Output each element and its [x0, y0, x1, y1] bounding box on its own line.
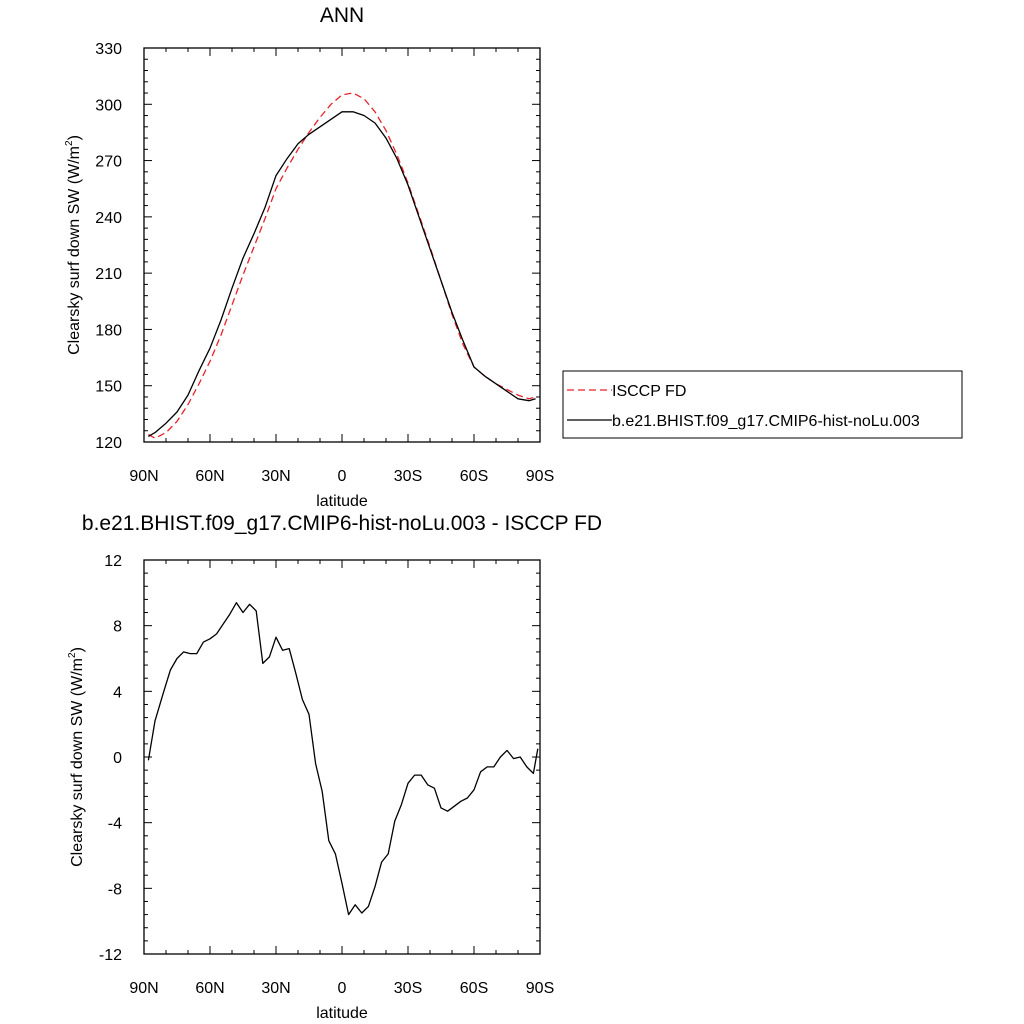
top-series-line-isccp — [148, 92, 536, 439]
legend-label-model: b.e21.BHIST.f09_g17.CMIP6-hist-noLu.003 — [612, 413, 920, 430]
bottom-y-tick-label: 4 — [113, 684, 122, 701]
top-y-tick-label: 180 — [95, 322, 122, 339]
top-y-tick-label: 240 — [95, 210, 122, 227]
bottom-x-tick-label: 30N — [261, 980, 290, 997]
bottom-x-tick-label: 30S — [394, 980, 422, 997]
top-chart-ticks: 90N 60N 30N 0 30S 60S 90S 120 150 180 210 240 270 300… — [95, 41, 554, 485]
top-y-tick-label: 210 — [95, 266, 122, 283]
top-x-tick-label: 30N — [261, 468, 290, 485]
bottom-series-line-difference — [147, 602, 539, 916]
bottom-y-tick-label: 12 — [104, 553, 122, 570]
top-y-tick-label: 150 — [95, 379, 122, 396]
top-x-tick-label: 90S — [526, 468, 554, 485]
top-y-tick-label: 120 — [95, 435, 122, 452]
bottom-chart-panel: b.e21.BHIST.f09_g17.CMIP6-hist-noLu.003 … — [67, 512, 602, 1022]
bottom-chart-x-label: latitude — [316, 1005, 368, 1022]
top-chart-panel: ANN 90N 60N 30N 0 30S 60S 90S 120 150 180 210 240 27… — [64, 4, 554, 510]
bottom-x-tick-label: 0 — [338, 980, 347, 997]
top-chart-y-label-sup: 2 — [64, 140, 75, 146]
bottom-y-tick-label: -4 — [108, 816, 122, 833]
top-x-tick-label: 30S — [394, 468, 422, 485]
top-y-tick-label: 300 — [95, 97, 122, 114]
top-chart-plot-frame — [143, 47, 541, 443]
legend-label-isccp: ISCCP FD — [612, 383, 686, 400]
bottom-chart-series — [147, 602, 539, 916]
bottom-x-tick-label: 60N — [195, 980, 224, 997]
top-x-tick-label: 90N — [129, 468, 158, 485]
bottom-y-tick-label: 8 — [113, 619, 122, 636]
top-x-tick-label: 60N — [195, 468, 224, 485]
bottom-chart-ticks: 90N 60N 30N 0 30S 60S 90S -12 -8 -4 0 4 8 12 — [99, 553, 554, 997]
top-chart-y-label: Clearsky surf down SW (W/m2) — [64, 135, 83, 355]
top-x-tick-label: 0 — [338, 468, 347, 485]
top-chart-y-label-tail: ) — [66, 135, 83, 140]
bottom-y-tick-label: -8 — [108, 881, 122, 898]
top-x-tick-label: 60S — [460, 468, 488, 485]
legend: ISCCP FD b.e21.BHIST.f09_g17.CMIP6-hist-… — [562, 370, 963, 439]
bottom-x-tick-label: 60S — [460, 980, 488, 997]
top-series-line-model — [148, 111, 536, 437]
bottom-chart-title: b.e21.BHIST.f09_g17.CMIP6-hist-noLu.003 … — [82, 512, 602, 535]
bottom-chart-y-label: Clearsky surf down SW (W/m2) — [67, 647, 86, 867]
top-chart-title: ANN — [320, 4, 364, 27]
top-chart-y-label-main: Clearsky surf down SW (W/m — [66, 146, 83, 355]
bottom-chart-y-label-main: Clearsky surf down SW (W/m — [69, 658, 86, 867]
bottom-y-tick-label: -12 — [99, 947, 122, 964]
bottom-x-tick-label: 90S — [526, 980, 554, 997]
top-chart-x-label: latitude — [316, 493, 368, 510]
top-y-tick-label: 330 — [95, 41, 122, 58]
legend-box — [562, 370, 963, 439]
bottom-chart-y-label-tail: ) — [69, 647, 86, 652]
top-y-tick-label: 270 — [95, 154, 122, 171]
bottom-chart-y-label-sup: 2 — [67, 652, 78, 658]
bottom-chart-plot-frame — [143, 559, 541, 955]
bottom-y-tick-label: 0 — [113, 750, 122, 767]
top-chart-series — [148, 92, 536, 439]
bottom-x-tick-label: 90N — [129, 980, 158, 997]
